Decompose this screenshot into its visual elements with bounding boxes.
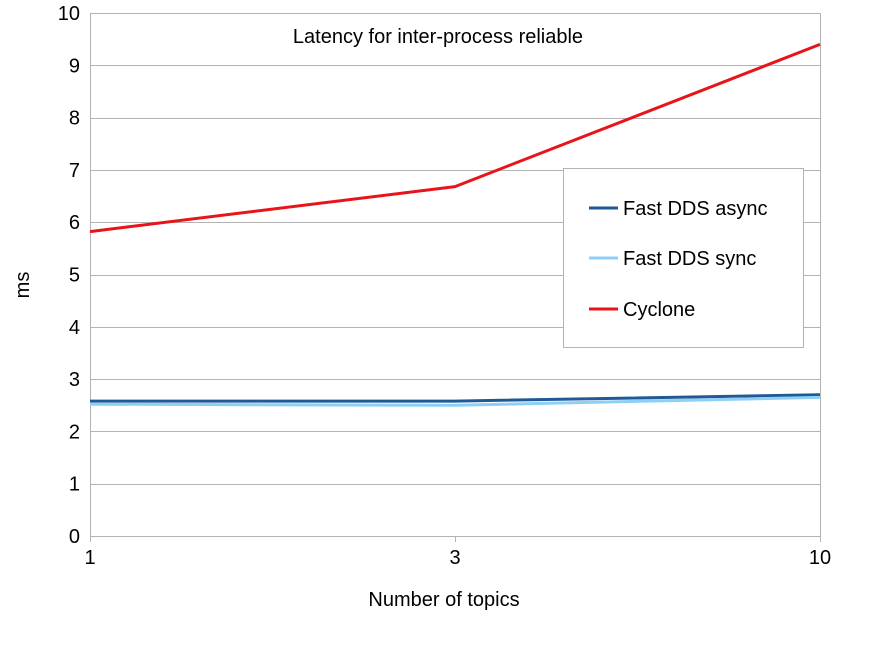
series-line-fast-dds-async bbox=[90, 393, 821, 403]
legend-label-fast-dds-async: Fast DDS async bbox=[623, 198, 767, 220]
x-axis-tick-labels: 1 3 10 bbox=[84, 547, 831, 569]
y-tick-label-3: 3 bbox=[69, 369, 80, 391]
series-lines bbox=[89, 43, 821, 407]
series-line-fast-dds-sync bbox=[89, 395, 821, 407]
y-tick-label-2: 2 bbox=[69, 421, 80, 443]
y-tick-label-5: 5 bbox=[69, 265, 80, 287]
x-tick-label-2: 10 bbox=[809, 547, 831, 569]
y-tick-label-7: 7 bbox=[69, 160, 80, 182]
legend-items: Fast DDS async Fast DDS sync Cyclone bbox=[589, 198, 767, 321]
y-tick-label-0: 0 bbox=[69, 526, 80, 548]
chart-title: Latency for inter-process reliable bbox=[293, 26, 583, 48]
y-tick-label-6: 6 bbox=[69, 212, 80, 234]
x-axis-title: Number of topics bbox=[368, 589, 519, 611]
legend-label-cyclone: Cyclone bbox=[623, 299, 695, 321]
legend: Fast DDS async Fast DDS sync Cyclone bbox=[563, 168, 804, 348]
series-line-cyclone bbox=[89, 43, 821, 234]
y-tick-label-10: 10 bbox=[58, 3, 80, 25]
gridlines bbox=[90, 13, 820, 537]
y-tick-label-9: 9 bbox=[69, 55, 80, 77]
x-tick-label-1: 3 bbox=[449, 547, 460, 569]
y-tick-label-4: 4 bbox=[69, 317, 80, 339]
x-tick-label-0: 1 bbox=[84, 547, 95, 569]
plot-area bbox=[90, 13, 821, 542]
y-axis-title: ms bbox=[12, 272, 34, 299]
y-tick-label-1: 1 bbox=[69, 474, 80, 496]
legend-label-fast-dds-sync: Fast DDS sync bbox=[623, 248, 756, 270]
y-tick-label-8: 8 bbox=[69, 108, 80, 130]
y-axis-tick-labels: 0 1 2 3 4 5 6 7 8 9 10 bbox=[58, 3, 80, 548]
